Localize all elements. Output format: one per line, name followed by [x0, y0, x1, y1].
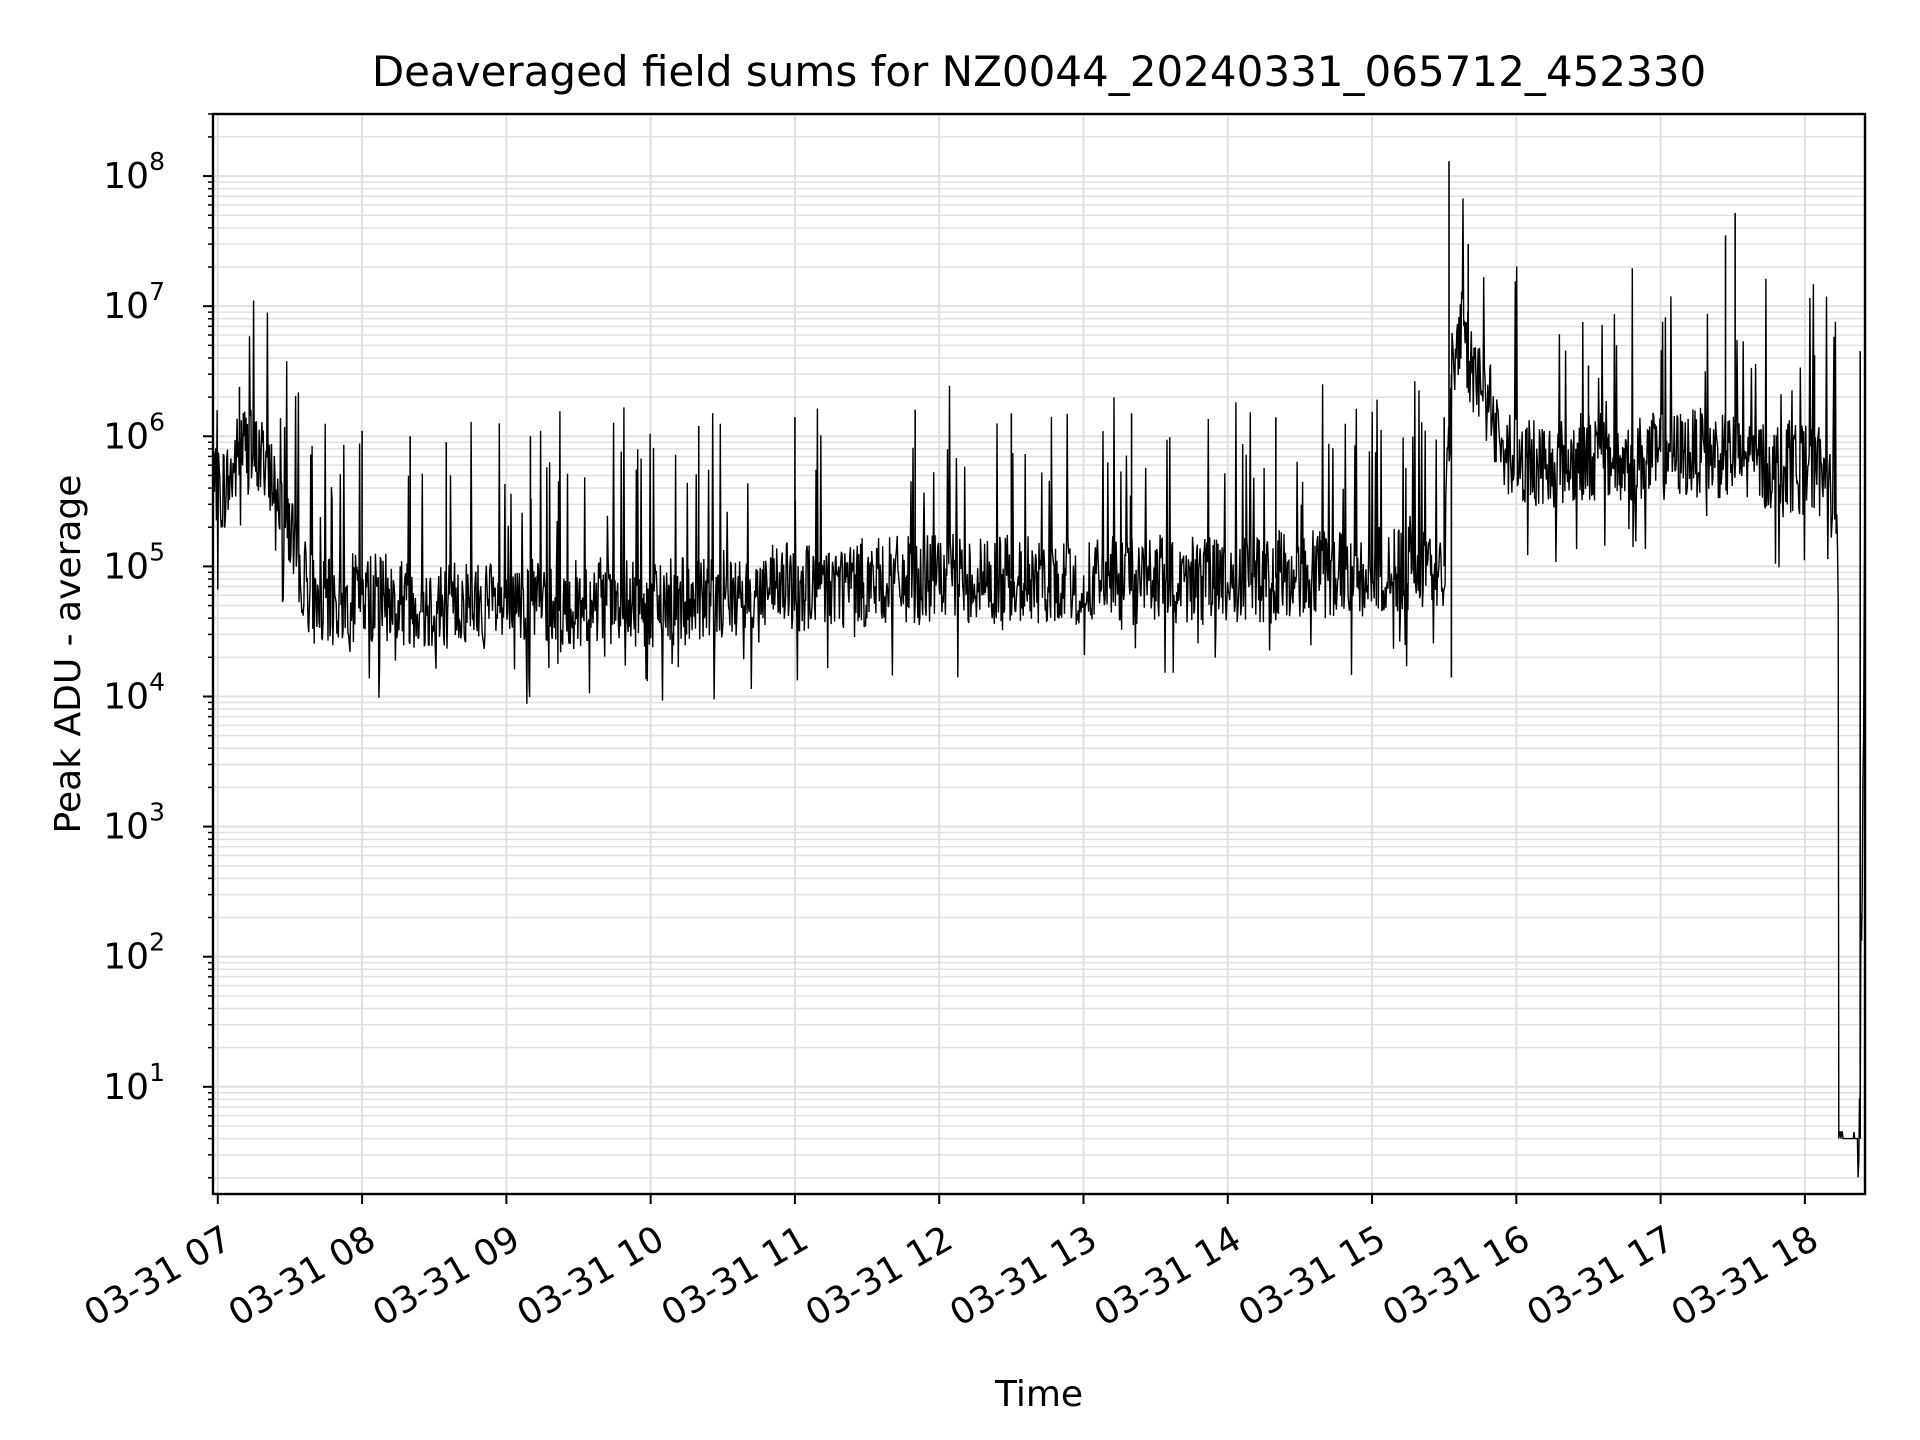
y-tick-exponent: 4	[149, 667, 165, 696]
plot-frame	[211, 112, 1867, 1196]
y-axis-label: Peak ADU - average	[48, 475, 89, 834]
grid	[213, 113, 1865, 1194]
x-axis-label: Time	[994, 1374, 1083, 1415]
y-tick-exponent: 5	[149, 537, 165, 566]
y-tick-exponent: 6	[149, 407, 165, 436]
data-series	[212, 161, 1866, 1178]
y-tick-exponent: 7	[149, 277, 165, 306]
y-tick-exponent: 1	[149, 1058, 165, 1087]
y-tick-label: 105	[103, 537, 165, 587]
series-line	[212, 198, 1866, 1178]
y-tick-exponent: 8	[149, 147, 165, 176]
y-tick-label: 101	[103, 1058, 165, 1108]
y-tick-exponent: 2	[149, 928, 165, 957]
y-tick-exponent: 3	[149, 798, 165, 827]
chart-title: Deaveraged field sums for NZ0044_2024033…	[372, 47, 1706, 96]
